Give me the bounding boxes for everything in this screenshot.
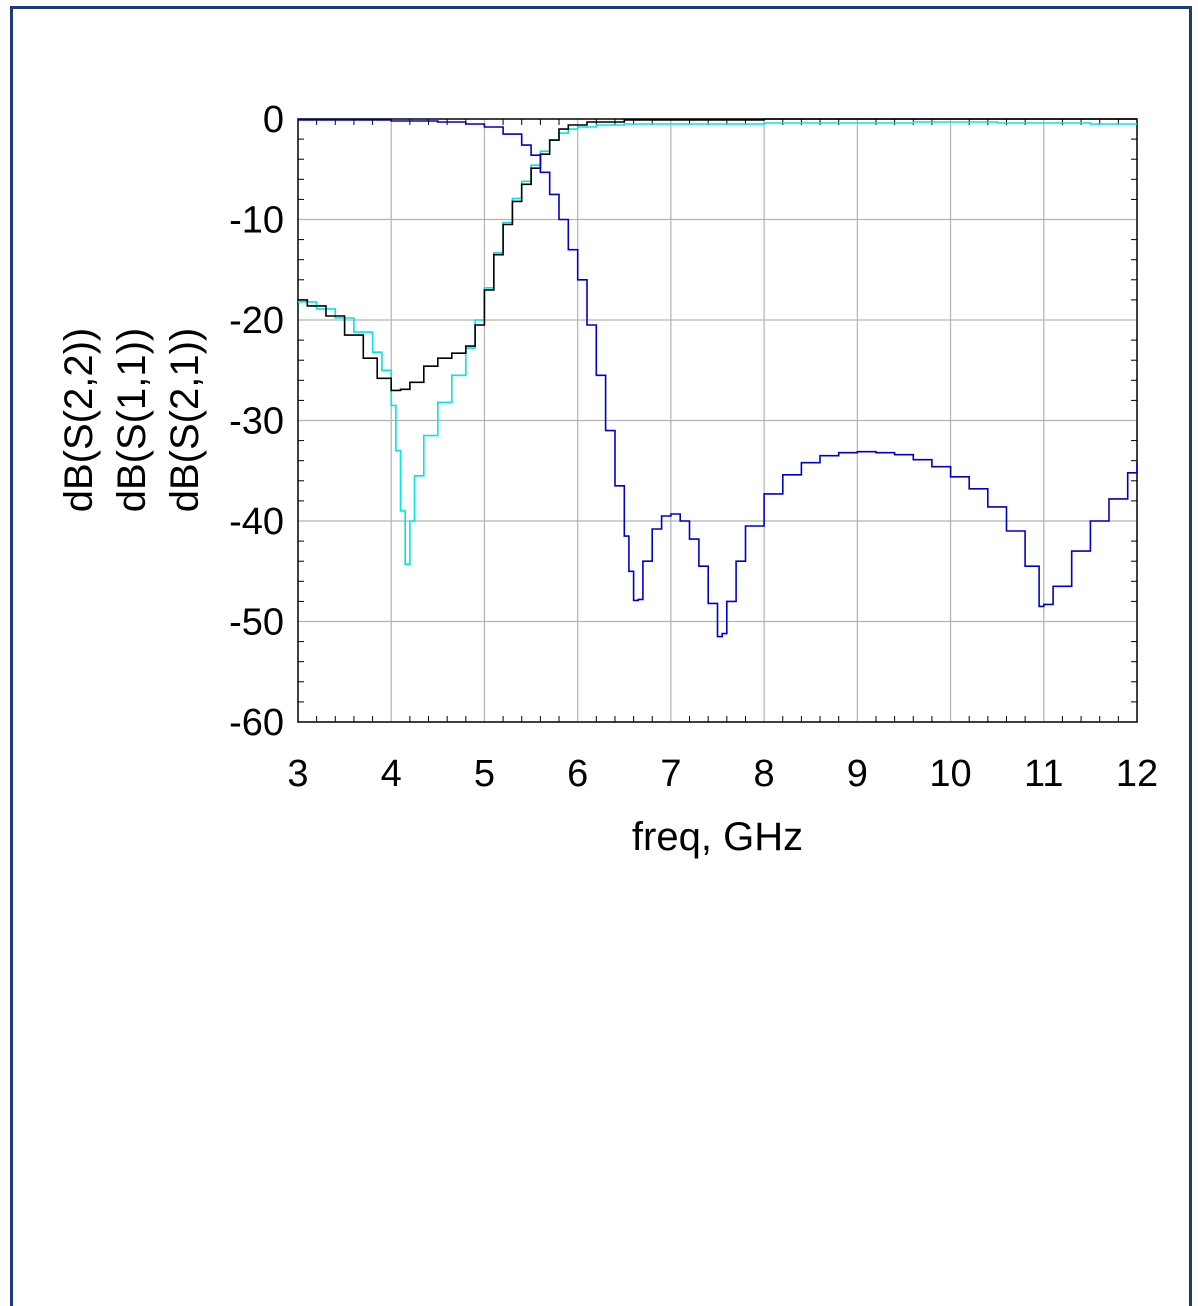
y-tick-label: -20	[229, 300, 284, 342]
y-tick-label: 0	[263, 99, 284, 141]
x-tick-labels: 3 4 5 6 7 8 9 10 11 12	[287, 753, 1158, 795]
y-tick-label: -10	[229, 200, 284, 242]
y-axis-title-part: dB(S(1,1))	[110, 328, 154, 513]
y-axis-title-part: dB(S(2,2))	[57, 328, 101, 513]
x-tick-label: 4	[381, 753, 402, 795]
x-tick-label: 7	[660, 753, 681, 795]
y-tick-label: -40	[229, 501, 284, 543]
series-line-db-s-2-2-	[298, 121, 1137, 565]
y-axis-title-part: dB(S(2,1))	[163, 328, 207, 513]
plot-frame	[10, 6, 1192, 1306]
x-tick-label: 6	[567, 753, 588, 795]
plot-area-border	[297, 118, 1138, 723]
x-tick-label: 5	[474, 753, 495, 795]
y-tick-label: -50	[229, 602, 284, 644]
x-axis-title: freq, GHz	[632, 815, 803, 859]
y-tick-labels: 0 -10 -20 -30 -40 -50 -60	[229, 99, 284, 744]
x-tick-label: 10	[929, 753, 971, 795]
series-line-db-s-1-1-	[298, 118, 1137, 392]
x-tick-label: 12	[1116, 753, 1158, 795]
x-tick-label: 3	[287, 753, 308, 795]
x-tick-label: 11	[1024, 753, 1063, 795]
x-tick-label: 9	[847, 753, 868, 795]
y-tick-label: -60	[229, 702, 284, 744]
series-line-db-s-2-1-	[298, 119, 1138, 638]
x-tick-label: 8	[754, 753, 775, 795]
y-tick-label: -30	[229, 401, 284, 443]
series-layer	[298, 118, 1138, 638]
